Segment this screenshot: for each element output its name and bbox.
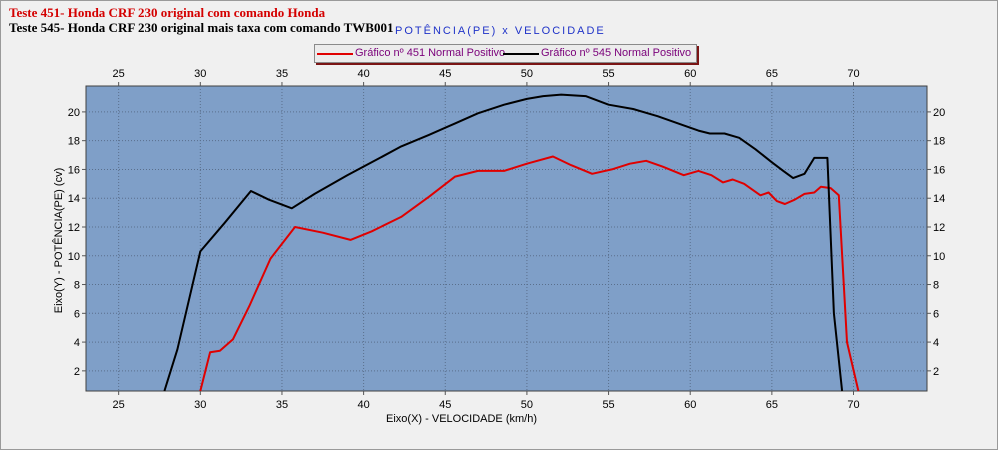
x-tick-label-top: 35 [276, 68, 288, 80]
x-tick-label-bottom: 30 [194, 399, 206, 411]
legend-swatch-545 [503, 53, 539, 55]
x-tick-label-bottom: 65 [766, 399, 778, 411]
y-tick-label-left: 18 [68, 136, 80, 148]
series-line-2 [163, 93, 844, 392]
y-tick-label-right: 20 [933, 107, 945, 119]
x-tick-label-bottom: 55 [602, 399, 614, 411]
x-tick-label-bottom: 25 [113, 399, 125, 411]
test-title-451: Teste 451- Honda CRF 230 original com co… [9, 5, 326, 20]
test-title-545: Teste 545- Honda CRF 230 original mais t… [9, 20, 394, 35]
x-tick-label-bottom: 45 [439, 399, 451, 411]
x-tick-label-top: 45 [439, 68, 451, 80]
x-tick-label-bottom: 70 [847, 399, 859, 411]
legend-label-545: Gráfico nº 545 Normal Positivo [541, 47, 692, 59]
y-tick-label-left: 6 [74, 308, 80, 320]
x-tick-label-bottom: 60 [684, 399, 696, 411]
y-tick-label-left: 12 [68, 222, 80, 234]
x-tick-label-bottom: 35 [276, 399, 288, 411]
x-tick-label-bottom: 50 [521, 399, 533, 411]
legend[interactable]: Gráfico nº 451 Normal Positivo Gráfico n… [314, 44, 697, 63]
y-tick-label-left: 2 [74, 366, 80, 378]
legend-label-451: Gráfico nº 451 Normal Positivo [355, 47, 506, 59]
plot-area [85, 85, 928, 392]
y-tick-label-left: 10 [68, 251, 80, 263]
y-tick-label-left: 14 [68, 193, 80, 205]
y-tick-label-right: 14 [933, 193, 945, 205]
x-tick-label-bottom: 40 [357, 399, 369, 411]
x-tick-label-top: 30 [194, 68, 206, 80]
y-tick-label-left: 8 [74, 280, 80, 292]
series-line-1 [199, 155, 860, 392]
y-tick-label-right: 10 [933, 251, 945, 263]
y-tick-label-right: 2 [933, 366, 939, 378]
x-tick-label-top: 70 [847, 68, 859, 80]
x-tick-label-top: 40 [357, 68, 369, 80]
x-tick-label-top: 60 [684, 68, 696, 80]
x-axis-label: Eixo(X) - VELOCIDADE (km/h) [386, 413, 537, 425]
chart-title: POTÊNCIA(PE) x VELOCIDADE [395, 25, 606, 37]
y-tick-label-right: 18 [933, 136, 945, 148]
x-tick-label-top: 55 [602, 68, 614, 80]
y-tick-label-left: 20 [68, 107, 80, 119]
y-tick-label-right: 6 [933, 308, 939, 320]
legend-swatch-451 [317, 53, 353, 55]
y-tick-label-right: 8 [933, 280, 939, 292]
y-tick-label-right: 12 [933, 222, 945, 234]
x-tick-label-top: 65 [766, 68, 778, 80]
y-tick-label-right: 16 [933, 164, 945, 176]
x-tick-label-top: 50 [521, 68, 533, 80]
y-tick-label-left: 16 [68, 164, 80, 176]
y-tick-label-right: 4 [933, 337, 939, 349]
y-axis-label: Eixo(Y) - POTÊNCIA(PE) (cv) [52, 168, 65, 313]
x-tick-label-top: 25 [113, 68, 125, 80]
y-tick-label-left: 4 [74, 337, 80, 349]
